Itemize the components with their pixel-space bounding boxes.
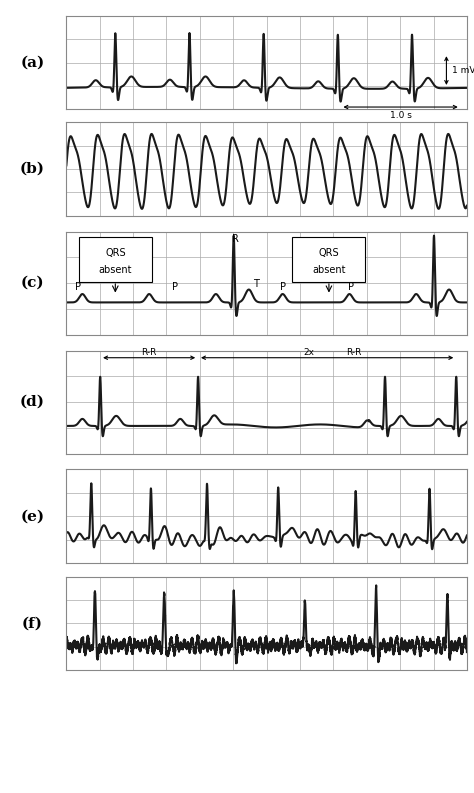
Text: R-R: R-R: [141, 347, 157, 357]
Text: absent: absent: [312, 265, 346, 275]
Text: absent: absent: [99, 265, 132, 275]
FancyBboxPatch shape: [79, 237, 152, 282]
Text: (a): (a): [20, 56, 45, 70]
Text: R-R: R-R: [346, 347, 362, 357]
Text: P: P: [348, 282, 354, 293]
Text: (b): (b): [20, 162, 45, 176]
Text: T: T: [253, 279, 259, 289]
Text: P: P: [75, 282, 81, 293]
Text: QRS: QRS: [105, 248, 126, 258]
Text: (d): (d): [20, 395, 45, 409]
Text: 1.0 s: 1.0 s: [390, 111, 411, 121]
Text: 2x: 2x: [304, 347, 315, 357]
Text: P: P: [172, 282, 178, 293]
Text: (f): (f): [22, 616, 43, 630]
Text: (e): (e): [20, 509, 45, 523]
Text: R: R: [232, 234, 239, 244]
Text: P: P: [280, 282, 286, 293]
Text: (c): (c): [20, 276, 44, 290]
FancyBboxPatch shape: [292, 237, 365, 282]
Text: 1 mV: 1 mV: [452, 66, 474, 75]
Text: QRS: QRS: [319, 248, 339, 258]
